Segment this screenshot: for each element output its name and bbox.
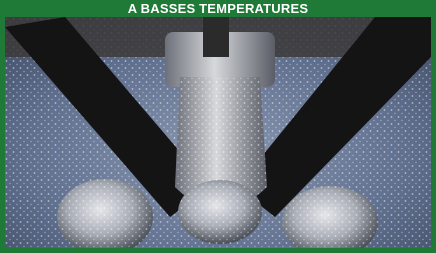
figure-frame: A BASSES TEMPERATURES — [0, 0, 436, 253]
photo — [5, 17, 431, 248]
banner-title: A BASSES TEMPERATURES — [0, 0, 436, 17]
center-knob-frost — [178, 180, 262, 244]
clevis-slot — [203, 17, 229, 57]
